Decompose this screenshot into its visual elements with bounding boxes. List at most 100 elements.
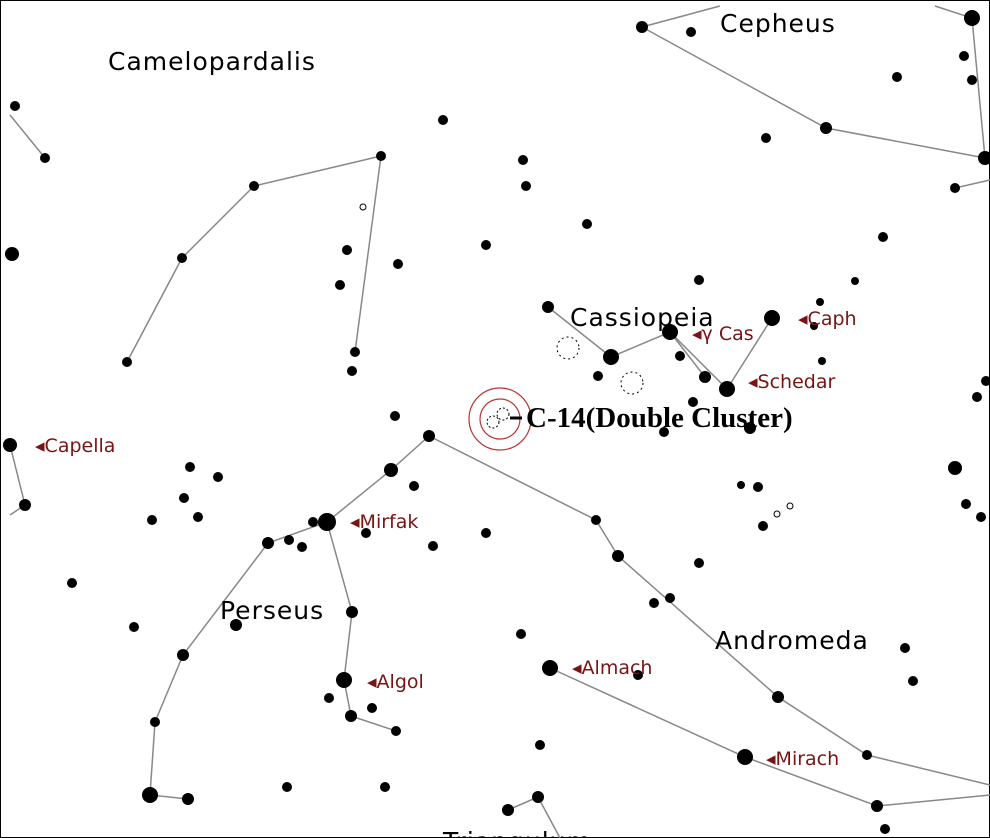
star: [764, 310, 780, 326]
star: [688, 397, 698, 407]
star: [380, 782, 390, 792]
star: [582, 219, 592, 229]
constellation-label: Cepheus: [720, 9, 836, 38]
star: [391, 726, 401, 736]
star: [393, 259, 403, 269]
star: [384, 463, 398, 477]
faint-object: [359, 203, 367, 211]
star: [350, 347, 360, 357]
star: [376, 151, 386, 161]
star: [649, 598, 659, 608]
star: [335, 280, 345, 290]
star: [516, 629, 526, 639]
star-name: Mirach: [776, 748, 840, 770]
faint-object: [786, 502, 794, 510]
star: [699, 371, 711, 383]
star: [737, 481, 745, 489]
star: [892, 72, 902, 82]
star-label: ◂Mirach: [766, 748, 839, 770]
star: [284, 535, 294, 545]
star: [262, 537, 274, 549]
double-cluster-marker: [468, 387, 532, 451]
star: [361, 528, 371, 538]
line: [428, 435, 990, 786]
star-label: ◂Schedar: [748, 371, 835, 393]
star: [900, 643, 910, 653]
faint-object: [773, 510, 781, 518]
line: [9, 114, 46, 159]
star: [147, 515, 157, 525]
cluster: [486, 415, 500, 429]
constellation-label: Camelopardalis: [108, 47, 316, 76]
constellation-label: Triangulum: [442, 827, 592, 838]
star: [719, 381, 735, 397]
star: [230, 619, 242, 631]
star: [636, 21, 648, 33]
star: [612, 550, 624, 562]
star: [862, 750, 872, 760]
star: [150, 717, 160, 727]
star-label: ◂Capella: [35, 435, 115, 457]
star: [772, 691, 784, 703]
star: [481, 528, 491, 538]
star: [662, 324, 678, 340]
star: [675, 351, 685, 361]
marker-ring: [468, 387, 532, 451]
star: [390, 411, 400, 421]
star: [67, 578, 77, 588]
star: [967, 75, 977, 85]
star-name: Capella: [45, 435, 116, 457]
star: [345, 710, 357, 722]
star: [851, 277, 859, 285]
star: [3, 438, 17, 452]
star: [438, 115, 448, 125]
star: [308, 517, 318, 527]
star: [948, 461, 962, 475]
star: [818, 357, 826, 365]
star-name: γ Cas: [702, 323, 754, 345]
star: [964, 10, 980, 26]
constellation-label: Andromeda: [715, 626, 869, 655]
star: [342, 245, 352, 255]
star: [593, 371, 603, 381]
star: [193, 512, 203, 522]
star: [19, 499, 31, 511]
star: [744, 422, 756, 434]
star: [346, 606, 358, 618]
star: [518, 155, 528, 165]
star: [908, 676, 918, 686]
star: [502, 804, 514, 816]
star: [665, 593, 675, 603]
star: [336, 672, 352, 688]
star: [318, 513, 336, 531]
star-label: ◂Almach: [572, 657, 652, 679]
object-label: C-14(Double Cluster): [526, 402, 793, 434]
star: [428, 541, 438, 551]
star-name: Mirfak: [360, 511, 419, 533]
star: [182, 793, 194, 805]
star: [409, 481, 419, 491]
line: [954, 179, 990, 189]
line: [641, 5, 721, 28]
star: [753, 482, 763, 492]
star: [981, 376, 990, 386]
star: [282, 782, 292, 792]
star: [978, 151, 990, 165]
star: [972, 392, 982, 402]
star: [297, 542, 307, 552]
star: [950, 183, 960, 193]
star: [758, 521, 768, 531]
star: [177, 253, 187, 263]
star: [686, 27, 696, 37]
star: [481, 240, 491, 250]
star: [542, 660, 558, 676]
star: [761, 133, 771, 143]
star: [347, 366, 357, 376]
star: [122, 357, 132, 367]
star: [694, 558, 704, 568]
star: [603, 349, 619, 365]
stars: [3, 10, 990, 834]
star: [976, 512, 986, 522]
